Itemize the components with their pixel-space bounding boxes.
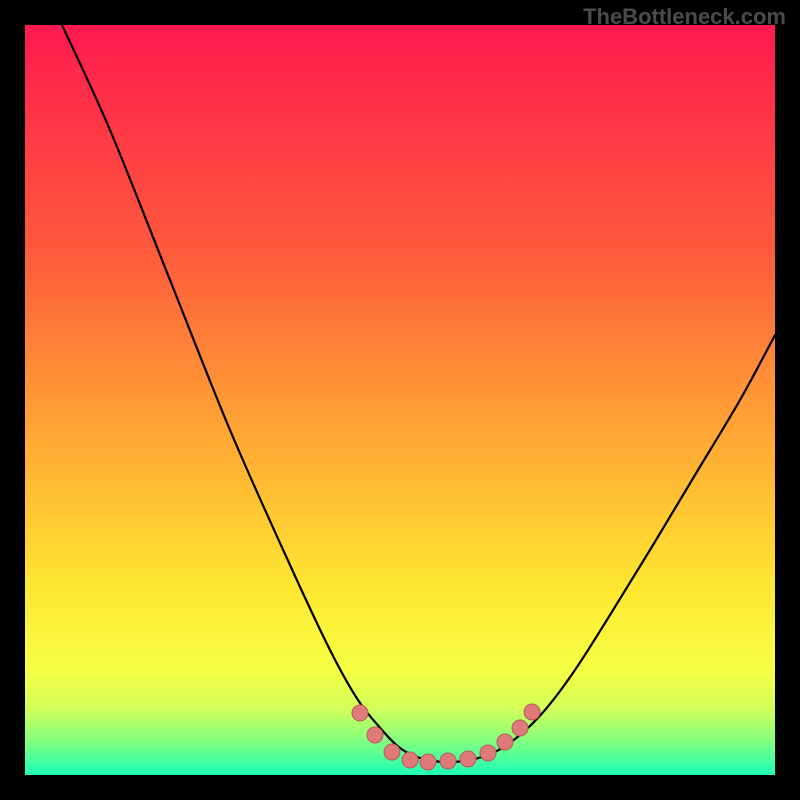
watermark-text: TheBottleneck.com <box>583 4 786 30</box>
heat-gradient-background <box>25 25 775 775</box>
chart-stage: TheBottleneck.com <box>0 0 800 800</box>
